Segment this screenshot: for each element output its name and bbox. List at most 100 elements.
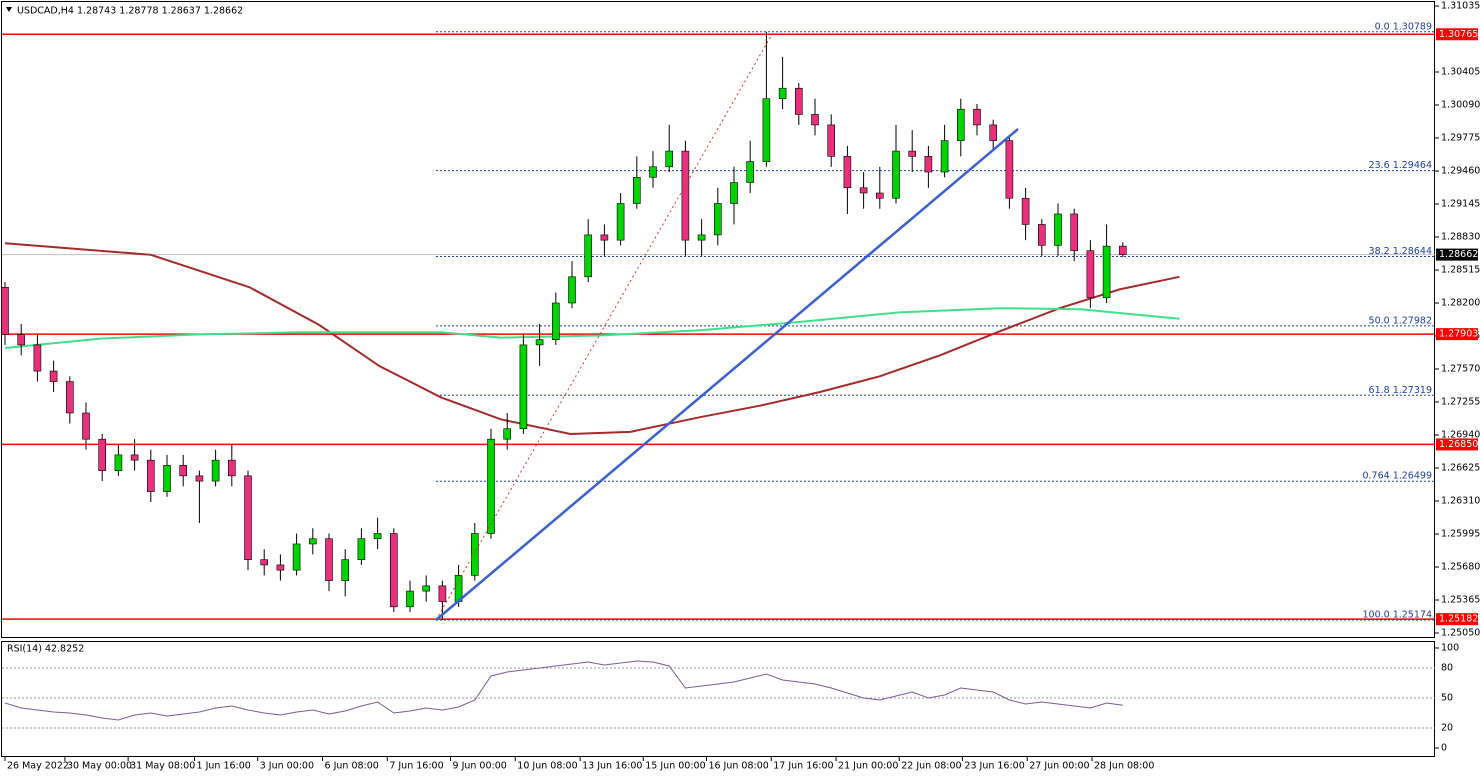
y-tick-label: 1.26310 [1441,496,1480,507]
candle-body [389,533,398,608]
candle-body [811,114,819,126]
y-tick-label: 1.25680 [1441,562,1480,573]
candle-body [551,302,560,340]
level-label: 1.27903 [1439,329,1478,340]
candle-body [438,585,447,602]
x-tick-label: 31 May 08:00 [130,761,195,772]
candle-body [746,161,755,183]
candle-body [33,344,42,372]
x-tick-label: 9 Jun 00:00 [453,761,507,772]
candle-body [730,182,738,204]
candle-body [713,203,722,236]
candle-body [503,428,512,440]
candle-body [649,166,657,178]
candle-body [940,140,949,173]
candle-body [1102,245,1111,299]
candle-body [600,234,609,241]
moving-average [4,242,1180,436]
rsi-tick-label: 0 [1441,743,1447,754]
x-tick-label: 10 Jun 08:00 [517,761,577,772]
candle-body [357,538,366,560]
fib-label: 38.2 1.28644 [1369,246,1432,257]
y-tick-label: 1.27255 [1441,397,1480,408]
candle-body [147,459,155,492]
candle-body [1021,197,1030,225]
moving-average [4,307,1180,349]
rsi-title: RSI(14) 42.8252 [7,644,84,655]
fib-label: 100.0 1.25174 [1362,610,1432,621]
candle-body [1070,213,1078,251]
candle-body [114,454,123,471]
level-label: 1.26850 [1439,439,1478,450]
candle-body [843,156,852,189]
candle-body [568,276,576,304]
rsi-line [4,660,1123,721]
candle-body [535,339,544,346]
candle-body [49,370,58,382]
trendline [435,128,1019,621]
x-tick-label: 7 Jun 16:00 [389,761,443,772]
y-tick-label: 1.28515 [1441,265,1480,276]
level-tag [1436,613,1478,626]
candle-body [1005,140,1014,199]
candle-body [665,150,674,168]
x-tick-label: 1 Jun 16:00 [197,761,251,772]
fib-diagonal [435,35,772,621]
candle-body [470,533,479,576]
candle-body [406,590,414,608]
x-tick-label: 6 Jun 08:00 [325,761,379,772]
candle-body [130,454,139,461]
candle-body [1054,213,1062,246]
fib-label: 61.8 1.27319 [1369,385,1432,396]
chart-title: USDCAD,H4 1.28743 1.28778 1.28637 1.2866… [17,6,243,17]
rsi-tick-label: 50 [1441,693,1453,704]
candle-body [632,176,641,204]
y-tick-label: 1.27570 [1441,364,1480,375]
candle-body [422,585,431,592]
candle-body [308,538,317,545]
candle-body [341,559,350,581]
candle-body [1038,224,1046,246]
x-tick-label: 27 Jun 00:00 [1029,761,1089,772]
y-tick-label: 1.26625 [1441,463,1480,474]
candle-body [17,334,26,346]
candle-body [195,475,204,482]
candle-body [373,533,382,540]
candle-body [276,564,285,571]
y-tick-label: 1.30405 [1441,67,1480,78]
y-tick-label: 1.28830 [1441,232,1480,243]
rsi-tick-label: 80 [1441,663,1453,674]
fib-label: 0.0 1.30789 [1375,21,1432,32]
x-tick-label: 21 Jun 00:00 [838,761,898,772]
rsi-tick-label: 100 [1441,643,1459,654]
candle-body [616,203,625,241]
y-tick-label: 1.29775 [1441,133,1480,144]
candle-body [989,124,998,141]
candle-body [697,234,706,241]
candle-body [179,465,187,477]
menu-arrow[interactable] [6,7,12,12]
candle-body [908,150,917,157]
x-tick-label: 16 Jun 08:00 [708,761,768,772]
y-tick-label: 1.31035 [1441,1,1480,12]
candle-body [292,543,301,571]
fib-label: 0.764 1.26499 [1362,471,1432,482]
level-tag [1436,438,1478,451]
y-tick-label: 1.28200 [1441,298,1480,309]
y-tick-label: 1.29145 [1441,199,1480,210]
candle-body [1,286,9,335]
candle-body [584,234,593,278]
x-tick-label: 13 Jun 16:00 [582,761,642,772]
level-tag [1436,28,1478,41]
x-tick-label: 22 Jun 08:00 [901,761,961,772]
y-tick-label: 1.25995 [1441,529,1480,540]
y-tick-label: 1.30090 [1441,100,1480,111]
candle-body [1086,250,1095,299]
x-tick-label: 28 Jun 08:00 [1094,761,1154,772]
y-tick-label: 1.29460 [1441,166,1480,177]
candle-body [228,459,236,477]
candle-body [260,559,269,566]
candle-body [681,150,690,241]
